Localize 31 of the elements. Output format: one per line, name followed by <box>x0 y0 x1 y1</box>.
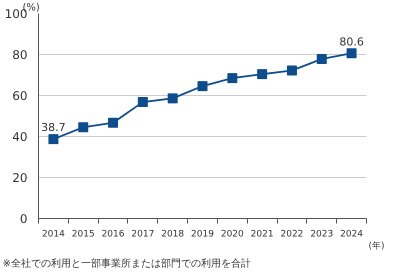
y-tick-label: 40 <box>12 130 28 144</box>
x-tick-label: 2023 <box>310 230 334 240</box>
x-tick-label: 2020 <box>220 230 244 240</box>
point <box>78 122 88 132</box>
x-tick-label: 2019 <box>191 230 214 240</box>
data-label: 38.7 <box>41 121 66 134</box>
y-tick-label: 0 <box>20 212 28 226</box>
x-tick-label: 2021 <box>250 230 274 240</box>
x-tick-label: 2022 <box>280 230 304 240</box>
x-tick-label: 2016 <box>102 230 125 240</box>
point <box>138 97 148 108</box>
point <box>108 118 118 128</box>
point <box>227 73 238 84</box>
x-axis-title: (年) <box>368 240 385 252</box>
data-label: 80.6 <box>339 35 364 48</box>
point <box>257 69 268 80</box>
text: ※全社での利用と一部事業所または部門での利用を合計 <box>2 258 251 270</box>
y-tick-label: 80 <box>12 48 28 62</box>
x-tick-label: 2018 <box>161 230 184 240</box>
x-tick-label: 2024 <box>340 230 364 240</box>
point <box>286 65 297 76</box>
y-tick-label: 20 <box>12 171 28 185</box>
x-tick-label: 2017 <box>131 230 154 240</box>
x-tick-label: 2015 <box>72 230 95 240</box>
point <box>168 93 178 104</box>
x-tick-label: 2014 <box>42 230 66 240</box>
point <box>346 48 357 58</box>
point <box>48 134 58 144</box>
point <box>198 81 208 92</box>
point <box>316 54 327 64</box>
y-tick-label: 60 <box>12 89 28 103</box>
